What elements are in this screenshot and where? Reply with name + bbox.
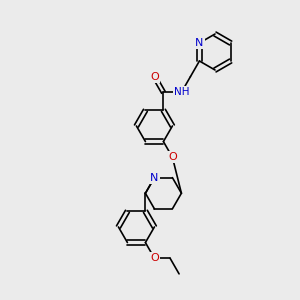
Text: N: N bbox=[150, 172, 159, 183]
Text: N: N bbox=[195, 38, 204, 48]
Text: O: O bbox=[150, 72, 159, 82]
Text: NH: NH bbox=[174, 87, 189, 97]
Text: O: O bbox=[150, 253, 159, 263]
Text: O: O bbox=[168, 152, 177, 162]
